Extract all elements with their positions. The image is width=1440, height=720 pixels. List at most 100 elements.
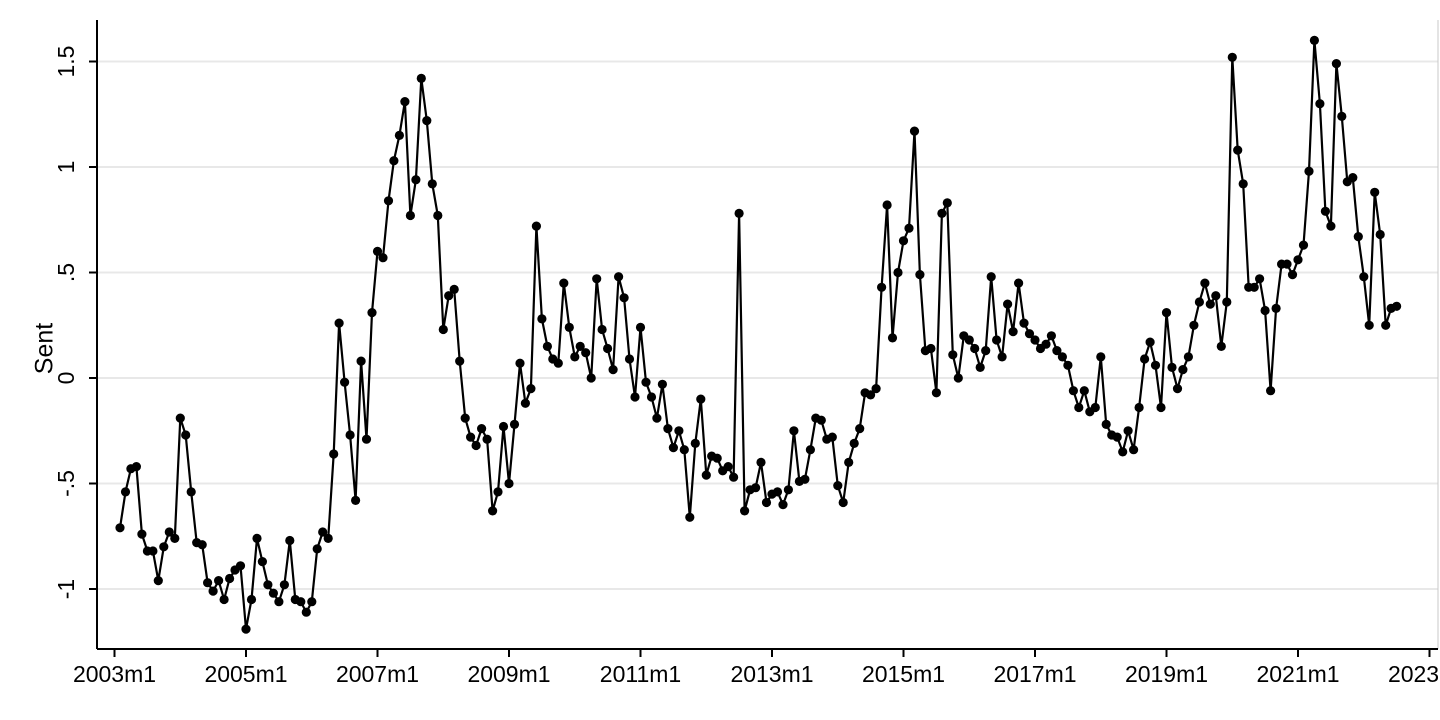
data-point xyxy=(608,365,618,375)
data-point xyxy=(657,379,668,389)
x-axis-tick-label: 2003m1 xyxy=(73,661,156,687)
data-point xyxy=(115,523,125,533)
data-point xyxy=(696,394,706,404)
data-point xyxy=(816,415,826,425)
data-point xyxy=(1129,445,1139,455)
data-point xyxy=(1381,320,1391,330)
data-point xyxy=(296,597,306,607)
data-point xyxy=(252,533,262,544)
data-point xyxy=(1331,59,1341,69)
data-point xyxy=(975,362,985,372)
data-point xyxy=(1057,352,1067,362)
data-point xyxy=(619,293,629,303)
data-point xyxy=(641,377,651,387)
data-point xyxy=(1238,179,1248,189)
data-point xyxy=(772,487,783,497)
series-line xyxy=(118,39,1397,631)
data-point xyxy=(1172,384,1183,394)
data-point xyxy=(1392,301,1402,311)
data-point xyxy=(855,424,865,434)
data-point xyxy=(1134,402,1144,413)
data-point xyxy=(334,318,344,328)
data-point xyxy=(597,324,607,335)
data-point xyxy=(740,506,750,516)
data-point xyxy=(1233,145,1243,155)
data-point xyxy=(1255,274,1265,284)
data-point xyxy=(1282,259,1292,269)
data-point xyxy=(1200,278,1210,288)
data-point xyxy=(1364,320,1374,330)
data-point xyxy=(274,597,284,607)
data-point xyxy=(953,373,963,383)
data-point xyxy=(751,483,761,493)
data-point xyxy=(1068,386,1078,396)
data-point xyxy=(246,594,257,605)
data-point xyxy=(537,314,547,324)
x-axis-tick-label: 2023m1 xyxy=(1388,661,1440,687)
data-point xyxy=(663,424,673,434)
data-point xyxy=(783,485,794,495)
data-point xyxy=(1112,432,1122,442)
data-point xyxy=(389,156,399,166)
data-point xyxy=(630,392,640,402)
data-point xyxy=(992,335,1002,345)
data-point xyxy=(592,274,602,284)
data-point xyxy=(531,221,542,231)
data-point xyxy=(235,561,246,571)
data-point xyxy=(1123,426,1133,436)
data-point xyxy=(1304,166,1314,176)
data-point xyxy=(1024,329,1035,339)
data-point xyxy=(1293,255,1303,265)
data-point xyxy=(871,384,881,394)
x-axis-tick-label: 2005m1 xyxy=(204,661,287,687)
data-point xyxy=(351,495,361,505)
data-point xyxy=(575,341,585,351)
data-point xyxy=(1309,35,1319,46)
data-point xyxy=(1079,386,1089,396)
data-point xyxy=(1337,111,1347,121)
data-point xyxy=(137,529,147,539)
data-point xyxy=(1375,229,1385,240)
data-point xyxy=(833,481,843,491)
data-point xyxy=(1315,99,1325,109)
data-point xyxy=(394,130,404,140)
data-point xyxy=(1145,337,1155,347)
x-axis-tick-label: 2011m1 xyxy=(600,661,681,687)
data-point xyxy=(1046,331,1056,341)
data-point xyxy=(904,223,914,233)
data-point xyxy=(586,373,596,383)
data-point xyxy=(1014,278,1024,288)
data-point xyxy=(614,272,624,282)
data-point xyxy=(356,356,366,366)
data-point xyxy=(1052,346,1062,356)
data-point xyxy=(1074,402,1084,413)
data-point xyxy=(131,462,141,472)
data-point xyxy=(405,210,415,221)
data-point xyxy=(186,487,196,497)
data-point xyxy=(937,208,947,218)
data-point xyxy=(800,474,810,484)
data-point xyxy=(915,270,925,280)
data-point xyxy=(898,236,909,246)
data-point xyxy=(734,208,744,218)
data-point xyxy=(685,512,695,522)
data-point xyxy=(520,398,531,408)
data-point xyxy=(509,419,520,429)
data-point xyxy=(866,390,876,400)
data-point xyxy=(361,434,372,444)
data-point xyxy=(504,478,514,489)
y-axis-tick-label: 1 xyxy=(53,161,79,174)
data-point xyxy=(1156,402,1166,413)
data-point xyxy=(756,457,766,467)
data-point xyxy=(838,497,848,508)
data-point xyxy=(1194,297,1204,307)
data-point xyxy=(849,438,859,448)
data-point xyxy=(909,126,920,136)
data-point xyxy=(416,73,426,83)
data-point xyxy=(340,377,350,387)
data-point xyxy=(203,578,213,588)
data-point xyxy=(301,607,311,617)
data-point xyxy=(208,586,218,596)
